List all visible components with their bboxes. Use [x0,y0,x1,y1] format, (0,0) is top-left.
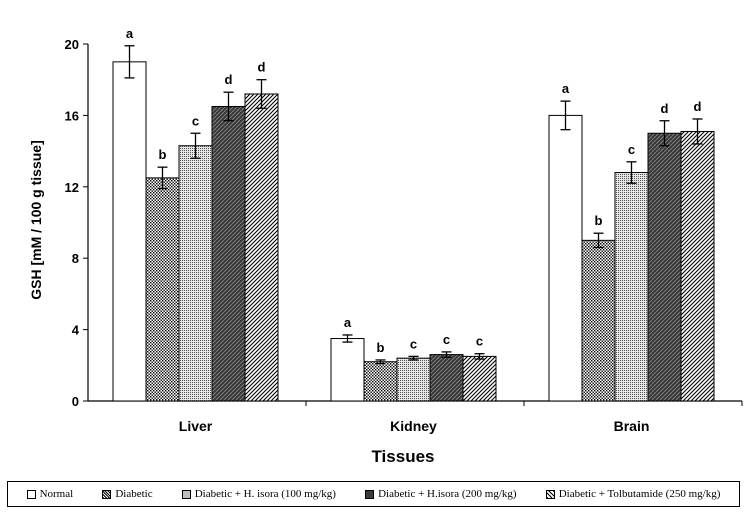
legend-swatch [181,489,191,499]
bar-liver-0 [112,61,147,402]
y-tick-label: 4 [72,323,80,338]
legend: Normal Diabetic Diabetic + H. isora (100 m… [7,481,740,507]
bar-kidney-0 [330,338,365,402]
legend-label: Diabetic + H. isora (100 mg/kg) [194,488,336,500]
y-tick-label: 20 [65,37,79,52]
significance-label: a [126,26,134,41]
bar-liver-2 [178,145,213,402]
significance-label: c [192,113,199,128]
significance-label: d [258,60,266,75]
bar-brain-3 [647,132,682,402]
legend-label: Diabetic [115,488,153,500]
significance-label: a [562,81,570,96]
significance-label: c [628,142,635,157]
bar-kidney-4 [462,355,497,402]
legend-item: Diabetic [102,488,153,500]
bar-chart: GSH [mM / 100 g tissue] Tissues 0 4 8 12 16 2… [28,26,743,466]
bar-liver-3 [211,105,246,402]
x-axis-title: Tissues [371,447,434,466]
significance-label: c [476,334,483,349]
y-tick-label: 16 [65,108,79,123]
y-axis-title: GSH [mM / 100 g tissue] [28,140,44,299]
legend-label: Normal [39,488,74,500]
bars: a b c d d a b c c c a b c d d [112,26,715,402]
significance-label: d [661,101,669,116]
significance-label: a [344,315,352,330]
legend-item: Diabetic + H.isora (200 mg/kg) [365,488,517,500]
bar-kidney-3 [429,354,464,402]
bar-brain-1 [581,239,616,402]
bar-liver-1 [145,177,180,402]
legend-swatch [365,489,375,499]
legend-item: Normal [26,488,74,500]
significance-label: d [694,99,702,114]
significance-label: b [595,213,603,228]
legend-swatch [545,489,555,499]
legend-item: Diabetic + Tolbutamide (250 mg/kg) [545,488,721,500]
legend-swatch [102,489,112,499]
significance-label: c [443,332,450,347]
legend-label: Diabetic + H.isora (200 mg/kg) [378,488,517,500]
legend-swatch [26,489,36,499]
significance-label: d [225,72,233,87]
legend-item: Diabetic + H. isora (100 mg/kg) [181,488,336,500]
significance-label: c [410,336,417,351]
y-tick-label: 0 [72,394,79,409]
legend-label: Diabetic + Tolbutamide (250 mg/kg) [558,488,721,500]
bar-liver-4 [244,93,279,402]
significance-label: b [159,147,167,162]
bar-brain-2 [614,172,649,402]
y-tick-label: 8 [72,251,79,266]
bar-kidney-1 [363,361,398,402]
category-label-liver: Liver [179,418,213,434]
category-label-kidney: Kidney [390,418,437,434]
bar-brain-4 [680,130,715,402]
significance-label: b [377,340,385,355]
bar-brain-0 [548,114,583,402]
bar-kidney-2 [396,357,431,402]
y-tick-label: 12 [65,180,79,195]
category-label-brain: Brain [614,418,650,434]
